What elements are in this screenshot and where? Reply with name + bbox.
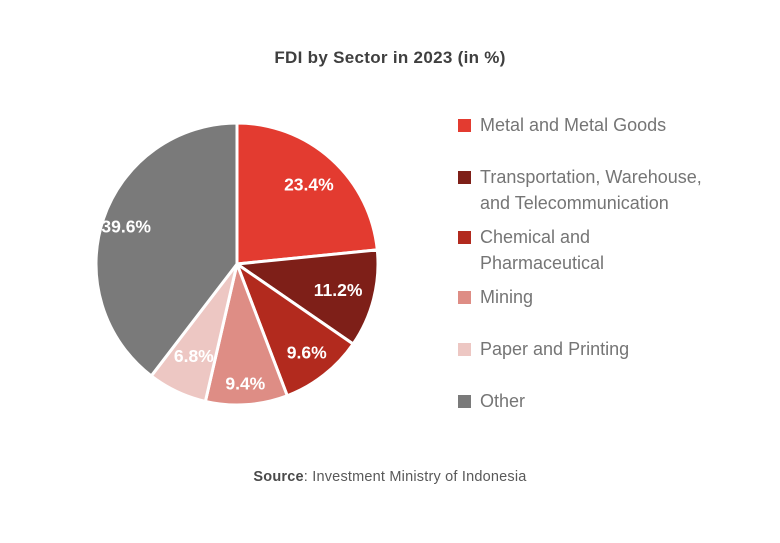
source-note: Source: Investment Ministry of Indonesia — [0, 469, 780, 485]
legend-item-label: Metal and Metal Goods — [480, 112, 666, 138]
legend-label-line: Mining — [480, 287, 534, 307]
legend-swatch — [458, 231, 471, 244]
legend-label-line: Pharmaceutical — [480, 253, 605, 273]
legend-item-transportation-warehouse-and-telecommunication: Transportation, Warehouse, and Telecommun… — [458, 164, 763, 216]
legend-item-metal-and-metal-goods: Metal and Metal Goods — [458, 112, 763, 138]
legend-swatch — [458, 395, 471, 408]
pie-slice-other — [94, 121, 239, 378]
pie-slice-chemical-and-pharmaceutical — [235, 262, 355, 398]
legend-swatch — [458, 171, 471, 184]
legend-label-line: Transportation, Warehouse, — [480, 167, 702, 187]
legend-swatch — [458, 119, 471, 132]
legend-item-label: Other — [480, 388, 525, 414]
pie-slice-label: 6.8% — [174, 346, 214, 366]
pie-slice-label: 9.6% — [287, 343, 327, 363]
pie-chart: 23.4% 11.2% 9.6% 9.4% 6.8% 39.6% — [94, 121, 380, 407]
chart-title: FDI by Sector in 2023 (in %) — [274, 48, 506, 67]
pie-slice-label: 23.4% — [284, 175, 334, 195]
legend: Metal and Metal Goods Transportation, War… — [458, 112, 763, 440]
legend-label-line: Chemical and — [480, 227, 591, 247]
pie-slice-mining — [203, 262, 289, 407]
pie-slice-label: 9.4% — [225, 374, 265, 394]
pie-slice-label: 39.6% — [101, 216, 151, 236]
legend-item-mining: Mining — [458, 284, 763, 310]
legend-label-line: Paper and Printing — [480, 339, 630, 359]
pie-slice-metal-and-metal-goods — [235, 121, 379, 266]
legend-item-other: Other — [458, 388, 763, 414]
source-text: : Investment Ministry of Indonesia — [303, 469, 527, 485]
source-label: Source — [253, 469, 304, 485]
legend-label-line: Metal and Metal Goods — [480, 115, 667, 135]
legend-label-line: and Telecommunication — [480, 193, 669, 213]
legend-item-label: Chemical and Pharmaceutical — [480, 224, 604, 276]
pie-slice-label: 11.2% — [314, 280, 363, 300]
legend-item-label: Transportation, Warehouse, and Telecommun… — [480, 164, 702, 216]
pie-slice-transportation-warehouse-and-telecommunication — [235, 248, 380, 346]
legend-item-paper-and-printing: Paper and Printing — [458, 336, 763, 362]
legend-swatch — [458, 291, 471, 304]
legend-item-label: Paper and Printing — [480, 336, 629, 362]
legend-item-label: Mining — [480, 284, 533, 310]
legend-swatch — [458, 343, 471, 356]
legend-label-line: Other — [480, 391, 526, 411]
legend-item-chemical-and-pharmaceutical: Chemical and Pharmaceutical — [458, 224, 763, 276]
